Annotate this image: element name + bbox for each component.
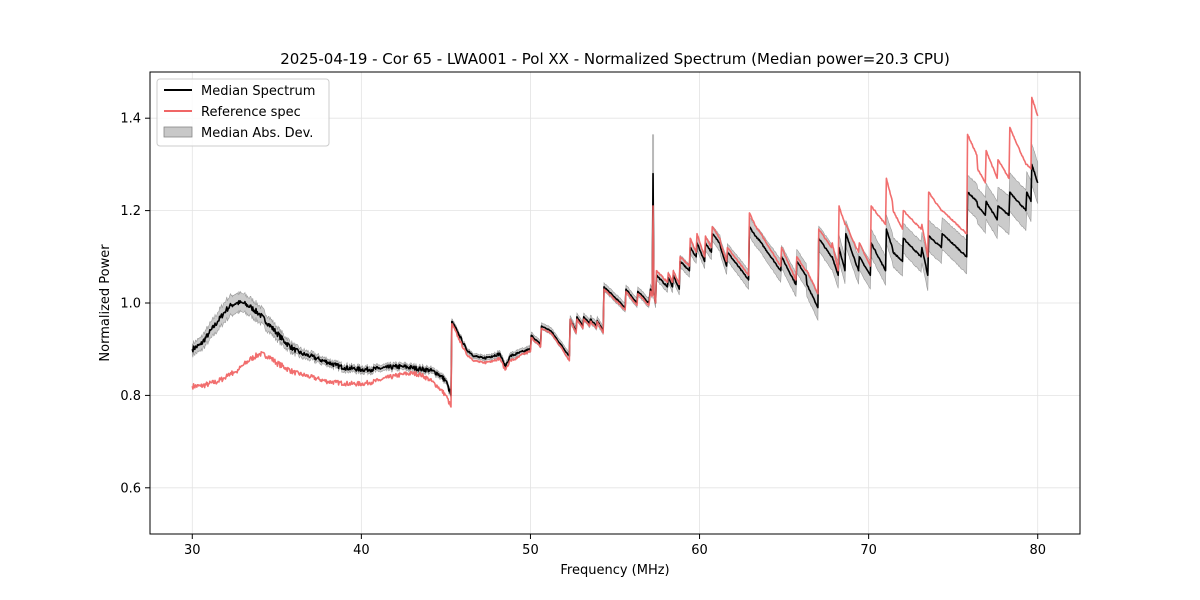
grid — [150, 72, 1080, 534]
chart-title: 2025-04-19 - Cor 65 - LWA001 - Pol XX - … — [280, 50, 950, 68]
legend-mad-label: Median Abs. Dev. — [201, 126, 313, 141]
legend-mad-swatch — [163, 126, 193, 138]
y-tick-label: 1.0 — [120, 297, 141, 312]
x-tick-label: 80 — [1029, 543, 1046, 558]
x-tick-label: 50 — [522, 543, 539, 558]
median-spectrum-line — [191, 163, 1039, 397]
legend-median-label: Median Spectrum — [201, 84, 315, 99]
x-axis-label: Frequency (MHz) — [560, 563, 669, 578]
y-axis-label: Normalized Power — [98, 244, 113, 362]
plot-series — [191, 96, 1039, 408]
y-tick-label: 0.6 — [120, 481, 141, 496]
legend-box — [156, 78, 330, 147]
y-tick-label: 1.2 — [120, 204, 141, 219]
y-tick-label: 1.4 — [120, 112, 141, 127]
reference-spec-line — [191, 96, 1039, 408]
y-tick-label: 0.8 — [120, 389, 141, 404]
x-tick-label: 30 — [184, 543, 201, 558]
x-tick-label: 70 — [860, 543, 877, 558]
x-tick-label: 40 — [353, 543, 370, 558]
legend: Median Spectrum Reference spec Median Ab… — [156, 78, 330, 147]
legend-reference-label: Reference spec — [201, 105, 301, 120]
axes: 30 40 50 60 70 80 0.6 0.8 1.0 1.2 1.4 — [120, 112, 1046, 558]
x-tick-label: 60 — [691, 543, 708, 558]
